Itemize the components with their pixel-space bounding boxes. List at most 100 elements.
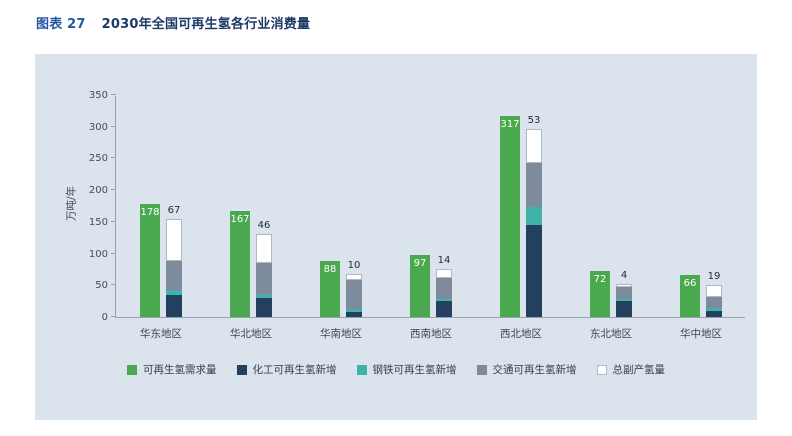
page-title: 2030年全国可再生氢各行业消费量: [101, 17, 311, 32]
stack-value-label: 19: [707, 270, 721, 282]
stack-segment: [346, 280, 362, 309]
x-category-label: 西南地区: [410, 328, 452, 340]
y-tick-mark: [111, 189, 116, 191]
y-tick-mark: [111, 316, 116, 317]
stack-value-label: 10: [347, 259, 361, 271]
stack-segment: [166, 261, 182, 290]
stack-segment: [526, 225, 542, 317]
demand-bar: [590, 271, 610, 317]
stack-segment: [706, 296, 722, 308]
stack-value-label: 4: [620, 270, 628, 282]
figure-header: 图表 27 2030年全国可再生氢各行业消费量: [36, 13, 310, 32]
stack-segment: [436, 301, 452, 317]
demand-value-label: 317: [500, 118, 520, 130]
stack-segment: [616, 299, 632, 302]
legend-label: 总副产氢量: [612, 364, 666, 376]
bar-group: 88 10: [296, 96, 386, 317]
stack-segment: [706, 307, 722, 311]
bar-group: 317 53: [476, 96, 566, 317]
demand-value-label: 97: [413, 258, 427, 270]
legend-item: 钢铁可再生氢新增: [356, 362, 457, 377]
stack-segment: [436, 299, 452, 302]
stack-segment: [526, 207, 542, 226]
legend-item: 交通可再生氢新增: [476, 362, 577, 377]
stack-segment: [256, 263, 272, 295]
bar-group: 72 4: [566, 96, 656, 317]
y-tick-label: 0: [101, 312, 108, 323]
legend-swatch-icon: [236, 364, 247, 375]
y-tick-label: 300: [88, 121, 108, 133]
y-tick-mark: [111, 125, 116, 127]
stack-segment: [346, 311, 362, 317]
stack-segment: [256, 233, 272, 264]
y-tick-mark: [111, 220, 116, 222]
chart-panel: 万吨/年 0 50 100 150 200 250 300 350 178 67 华东地区 167 46…: [35, 54, 757, 420]
demand-bar: [680, 275, 700, 317]
y-tick-mark: [111, 157, 116, 159]
y-tick-mark: [111, 284, 116, 286]
y-tick-label: 100: [88, 248, 108, 260]
legend-item: 可再生氢需求量: [127, 362, 217, 377]
bar-group: 66 19: [656, 96, 746, 317]
stack-segment: [436, 278, 452, 300]
stack-value-label: 53: [527, 115, 541, 127]
stack-segment: [706, 284, 722, 297]
bar-group: 178 67: [116, 96, 206, 317]
legend-swatch-icon: [356, 364, 367, 375]
figure-label: 图表 27: [36, 17, 86, 32]
x-category-label: 华南地区: [320, 328, 362, 340]
demand-value-label: 178: [140, 207, 160, 219]
stack-segment: [616, 301, 632, 317]
demand-bar: [500, 115, 520, 317]
y-tick-label: 250: [88, 153, 108, 165]
legend-item: 总副产氢量: [596, 362, 666, 377]
legend-swatch-icon: [596, 364, 607, 375]
demand-value-label: 167: [230, 214, 250, 226]
stack-segment: [256, 297, 272, 317]
legend-label: 化工可再生氢新增: [252, 364, 337, 376]
bar-group: 97 14: [386, 96, 476, 317]
bar-group: 167 46: [206, 96, 296, 317]
y-tick-label: 150: [88, 216, 108, 228]
stack-value-label: 67: [167, 204, 181, 216]
y-tick-mark: [111, 94, 116, 95]
stack-segment: [256, 294, 272, 298]
demand-bar: [140, 204, 160, 317]
stack-segment: [166, 294, 182, 317]
stack-segment: [706, 310, 722, 317]
demand-value-label: 88: [323, 264, 337, 276]
legend-label: 交通可再生氢新增: [492, 364, 577, 376]
demand-bar: [230, 211, 250, 317]
demand-value-label: 72: [593, 274, 607, 286]
stack-segment: [436, 269, 452, 279]
stack-segment: [346, 308, 362, 312]
stack-value-label: 14: [437, 255, 451, 267]
y-tick-label: 200: [88, 185, 108, 197]
x-category-label: 西北地区: [500, 328, 542, 340]
demand-bar: [410, 255, 430, 317]
demand-value-label: 66: [683, 278, 697, 290]
legend-label: 可再生氢需求量: [143, 364, 217, 376]
stack-segment: [616, 284, 632, 287]
stack-segment: [526, 129, 542, 163]
x-category-label: 华中地区: [680, 328, 722, 340]
legend-swatch-icon: [476, 364, 487, 375]
x-category-label: 华东地区: [140, 328, 182, 340]
stack-segment: [166, 289, 182, 295]
x-category-label: 华北地区: [230, 328, 272, 340]
demand-bar: [320, 261, 340, 317]
stack-segment: [346, 273, 362, 281]
x-category-label: 东北地区: [590, 328, 632, 340]
legend-item: 化工可再生氢新增: [236, 362, 337, 377]
stack-value-label: 46: [257, 219, 271, 231]
stack-segment: [616, 286, 632, 300]
y-tick-label: 50: [95, 280, 108, 292]
y-tick-mark: [111, 252, 116, 254]
legend-swatch-icon: [127, 364, 137, 375]
chart-legend: 可再生氢需求量 化工可再生氢新增 钢铁可再生氢新增 交通可再生氢新增 总副产氢量: [35, 362, 757, 377]
plot-area: 万吨/年 0 50 100 150 200 250 300 350 178 67 华东地区 167 46…: [66, 90, 746, 340]
stack-segment: [166, 218, 182, 262]
legend-label: 钢铁可再生氢新增: [372, 364, 457, 376]
y-tick-label: 350: [88, 90, 108, 101]
stack-segment: [526, 162, 542, 208]
